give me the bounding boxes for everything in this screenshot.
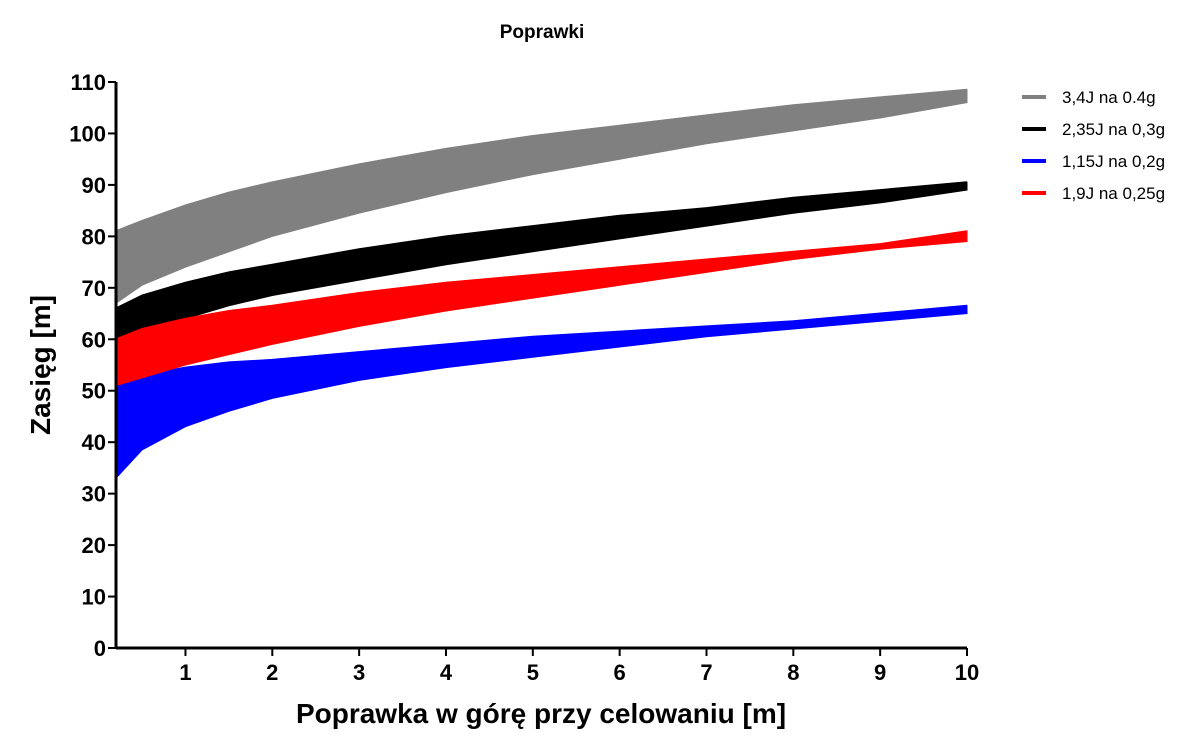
x-tick-label: 5 — [527, 660, 539, 685]
x-axis-title: Poprawka w górę przy celowaniu [m] — [296, 698, 786, 729]
y-tick-label: 100 — [69, 121, 106, 146]
x-tick-label: 6 — [614, 660, 626, 685]
series-upper-line-4 — [115, 230, 968, 341]
y-tick-label: 10 — [82, 585, 106, 610]
plot-area — [115, 88, 968, 480]
x-tick-label: 3 — [353, 660, 365, 685]
chart-title: Poprawki — [500, 22, 584, 43]
y-tick-label: 110 — [71, 70, 107, 95]
series-upper-line-3 — [115, 304, 968, 382]
legend-label-4: 1,9J na 0,25g — [1062, 184, 1165, 203]
x-tick-label: 4 — [440, 660, 453, 685]
y-tick-label: 0 — [94, 636, 106, 661]
legend-label-3: 1,15J na 0,2g — [1062, 152, 1165, 171]
legend-label-2: 2,35J na 0,3g — [1062, 120, 1165, 139]
x-tick-label: 2 — [266, 660, 278, 685]
y-tick-label: 80 — [82, 224, 106, 249]
y-tick-label: 60 — [82, 327, 106, 352]
legend: 3,4J na 0.4g 2,35J na 0,3g 1,15J na 0,2g 1,… — [1022, 88, 1165, 203]
series-upper-line-2 — [115, 181, 968, 310]
y-tick-label: 90 — [82, 173, 106, 198]
x-tick-label: 7 — [700, 660, 712, 685]
x-tick-label: 1 — [179, 660, 191, 685]
series-upper-line-1 — [115, 88, 968, 233]
legend-label-1: 3,4J na 0.4g — [1062, 88, 1156, 107]
y-tick-label: 70 — [82, 276, 106, 301]
x-tick-label: 8 — [787, 660, 799, 685]
y-tick-label: 30 — [82, 482, 106, 507]
y-tick-label: 40 — [82, 430, 106, 455]
x-tick-label: 9 — [874, 660, 886, 685]
y-tick-label: 50 — [82, 379, 106, 404]
y-axis-title: Zasięg [m] — [25, 295, 56, 435]
y-tick-label: 20 — [82, 533, 106, 558]
x-tick-label: 10 — [955, 660, 979, 685]
